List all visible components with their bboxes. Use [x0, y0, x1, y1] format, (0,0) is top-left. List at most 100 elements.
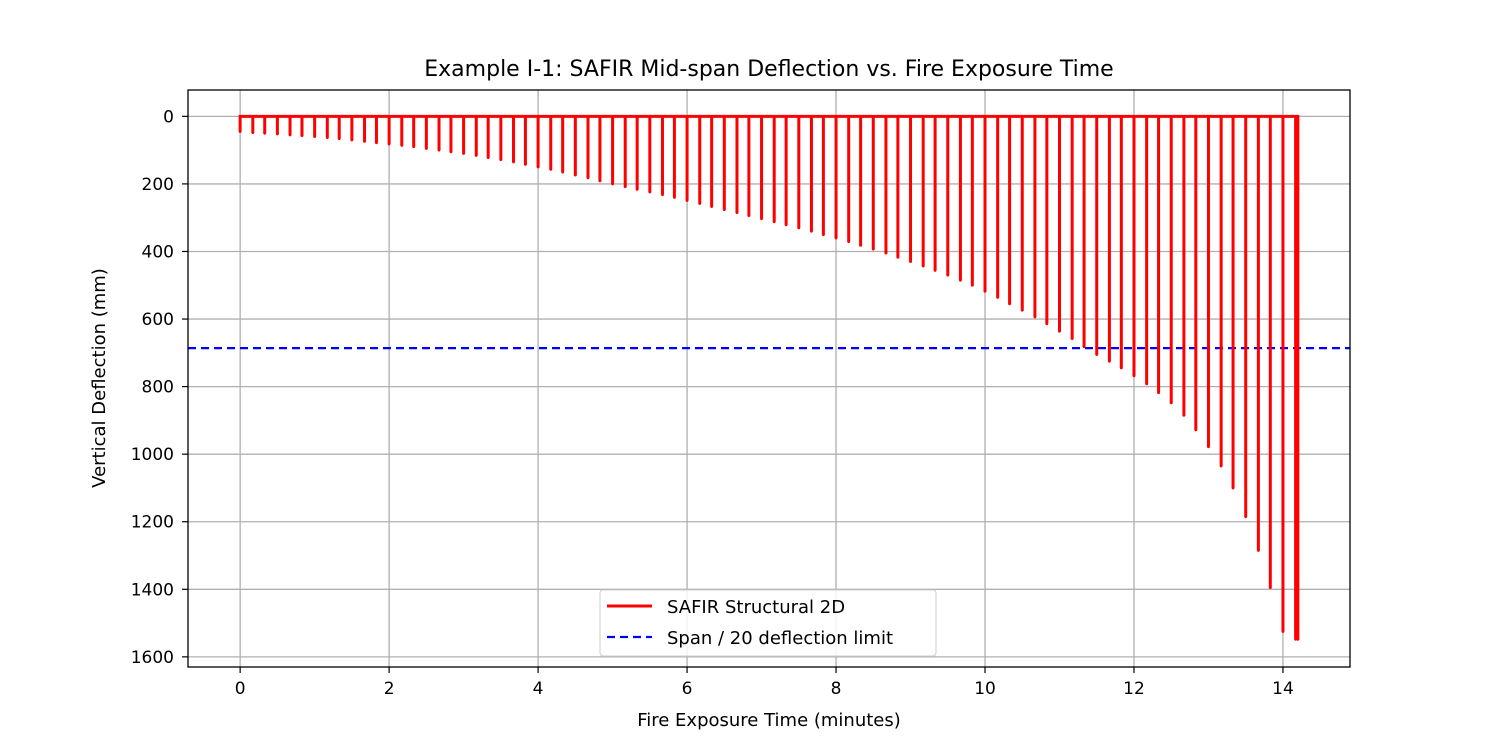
deflection-point — [1020, 308, 1024, 312]
legend-box — [599, 589, 937, 657]
deflection-point — [847, 240, 851, 244]
deflection-point — [623, 185, 627, 189]
deflection-point — [1108, 359, 1111, 363]
y-tick-label: 400 — [142, 242, 174, 262]
deflection-point — [337, 137, 341, 141]
deflection-point — [1058, 329, 1061, 333]
deflection-point — [1157, 391, 1160, 395]
y-tick-label: 1600 — [131, 648, 174, 668]
y-tick-label: 1200 — [131, 513, 174, 533]
deflection-point — [474, 154, 478, 157]
deflection-point — [300, 134, 304, 138]
deflection-point — [983, 289, 987, 293]
chart-title: Example I-1: SAFIR Mid-span Deflection v… — [424, 57, 1113, 82]
deflection-point — [1095, 353, 1099, 356]
deflection-point — [871, 247, 875, 251]
x-axis-label: Fire Exposure Time (minutes) — [637, 710, 901, 731]
deflection-point — [1296, 637, 1300, 641]
deflection-point — [834, 236, 838, 240]
deflection-point — [400, 144, 404, 147]
x-tick-label: 6 — [682, 679, 693, 699]
deflection-point — [1145, 382, 1149, 386]
deflection-point — [1244, 515, 1248, 519]
legend-label-safir: SAFIR Structural 2D — [667, 597, 845, 618]
y-axis: 0 200 400 600 800 1000 1200 1400 1600 — [131, 107, 188, 668]
deflection-point — [1132, 374, 1136, 378]
deflection-point — [797, 226, 801, 230]
deflection-point — [437, 148, 441, 152]
deflection-point — [1281, 630, 1285, 633]
deflection-point — [251, 131, 255, 134]
deflection-point — [424, 147, 428, 150]
deflection-point — [1294, 637, 1298, 641]
deflection-point — [747, 214, 751, 218]
deflection-point — [996, 296, 1000, 299]
deflection-point — [772, 220, 776, 224]
deflection-point — [412, 145, 416, 149]
deflection-point — [1070, 337, 1074, 341]
x-axis: 0 2 4 6 8 10 12 14 — [235, 667, 1294, 699]
deflection-point — [486, 156, 490, 159]
deflection-point — [1231, 486, 1235, 490]
deflection-point — [970, 283, 974, 287]
deflection-point — [263, 131, 267, 135]
deflection-point — [449, 150, 453, 154]
deflection-point — [635, 187, 639, 191]
legend-label-limit: Span / 20 deflection limit — [667, 628, 893, 649]
deflection-point — [648, 190, 652, 194]
deflection-point — [512, 160, 515, 164]
deflection-point — [1207, 445, 1210, 449]
deflection-point — [859, 243, 863, 247]
deflection-point — [710, 205, 714, 208]
deflection-point — [933, 268, 937, 272]
deflection-point — [784, 223, 788, 227]
deflection-point — [288, 133, 292, 137]
deflection-point — [673, 196, 676, 199]
grid — [188, 90, 1350, 667]
deflection-point — [611, 182, 614, 186]
deflection-point — [573, 173, 577, 177]
deflection-point — [1008, 302, 1011, 306]
deflection-point — [698, 202, 702, 205]
plot-frame — [187, 89, 1351, 668]
deflection-point — [1119, 366, 1123, 370]
deflection-point — [1045, 322, 1049, 326]
deflection-point — [313, 135, 317, 139]
deflection-point — [884, 251, 888, 255]
deflection-point — [685, 199, 689, 202]
y-axis-label: Vertical Deflection (mm) — [89, 268, 110, 488]
deflection-point — [1268, 586, 1272, 590]
deflection-point — [946, 273, 950, 277]
deflection-point — [350, 138, 354, 142]
x-tick-label: 10 — [974, 679, 996, 699]
deflection-point — [499, 158, 503, 161]
plot-area — [188, 114, 1350, 641]
deflection-point — [462, 152, 466, 155]
deflection-point — [325, 136, 329, 140]
deflection-point — [363, 139, 366, 143]
deflection-point — [921, 264, 925, 268]
deflection-point — [375, 141, 378, 145]
deflection-point — [275, 132, 279, 136]
deflection-point — [760, 217, 763, 221]
y-tick-label: 800 — [142, 378, 174, 398]
deflection-point — [1256, 549, 1260, 552]
deflection-point — [1169, 401, 1173, 405]
deflection-point — [959, 278, 962, 282]
x-tick-label: 12 — [1123, 679, 1145, 699]
deflection-point — [238, 130, 242, 133]
y-tick-label: 200 — [142, 175, 174, 195]
deflection-point — [1182, 413, 1186, 417]
x-tick-label: 8 — [831, 679, 842, 699]
deflection-point — [735, 211, 739, 215]
deflection-point — [586, 176, 590, 180]
x-tick-label: 4 — [533, 679, 544, 699]
deflection-point — [821, 233, 825, 236]
deflection-point — [909, 260, 912, 264]
deflection-point — [1082, 345, 1086, 349]
deflection-point — [722, 208, 726, 211]
deflection-point — [549, 167, 553, 171]
deflection-point — [561, 170, 565, 174]
